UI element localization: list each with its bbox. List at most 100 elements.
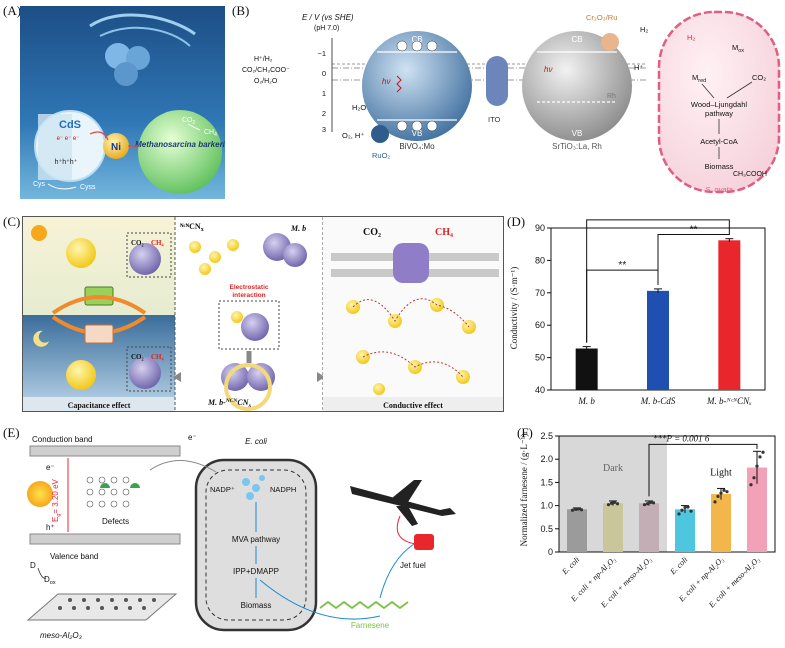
point-f-5-2 (755, 464, 759, 468)
point-f-5-1 (752, 476, 756, 480)
cys-label: Cys (33, 181, 46, 188)
panel-c-illustration: CO₂ CH₄ CO₂ CH₄ Capacitance effect ᴺᶜᴺCN… (23, 217, 503, 411)
cat-label-d-0: M. b (577, 396, 595, 406)
ncn-cn-label: ᴺᶜᴺCNx (180, 222, 204, 233)
light-label: Light (710, 467, 732, 478)
ruo2-label: RuO₂ (372, 151, 390, 160)
point-f-1-2 (612, 500, 617, 504)
bivo4-label: BiVO₄:Mo (399, 142, 435, 151)
point-f-0-0 (570, 508, 575, 512)
dark-label: Dark (603, 463, 623, 474)
cat-label-f-3: E. coli (668, 555, 690, 577)
point-f-0-1 (573, 507, 578, 511)
electron-label-2: e⁻ (188, 433, 197, 442)
acetyl-coa-label: Acetyl-CoA (700, 137, 738, 146)
point-f-5-3 (758, 455, 762, 459)
panel-d-category-labels: M. b M. b-CdS M. b-ᴺᶜᴺCNₓ (577, 396, 752, 406)
battery-discharged-icon (84, 324, 114, 344)
point-f-2-3 (651, 501, 656, 505)
panel-d-ytick-label: 50 (535, 353, 545, 363)
defects-label: Defects (102, 517, 129, 526)
s-ovata-label: S. ovata (705, 185, 733, 194)
point-f-5-4 (761, 450, 765, 454)
cap-co2-label: CO₂ (131, 239, 144, 247)
bar-f-0 (567, 509, 587, 552)
panel-d-ytick-label: 40 (535, 385, 545, 395)
panel-c-label: (C) (3, 214, 21, 229)
sig-inner-right: ** (690, 224, 698, 235)
p-bracket (648, 443, 758, 497)
airplane-icon (350, 480, 456, 526)
cr2o3-label: Cr₂O₃/Ru (586, 13, 617, 22)
panel-d-chart: Conductivity / (S·m⁻¹) 40 50 60 70 80 90 ** * … (509, 216, 766, 406)
electrostatic-label-1: Electrostatic (229, 284, 268, 291)
acetate-label: CH₃COOH (733, 171, 767, 178)
panel-d-bars (575, 238, 741, 390)
nadph-label: NADPH (270, 485, 296, 494)
panel-d-ytick-label: 70 (535, 288, 545, 298)
srtio3-cb: CB (571, 35, 582, 44)
hole-row: h⁺h⁺h⁺ (55, 159, 78, 166)
sig-outer: *** (652, 216, 664, 221)
capacitance-title: Capacitance effect (68, 401, 131, 410)
ipp-label: IPP+DMAPP (233, 567, 279, 576)
panel-a-illustration: Methanosarcina barkeri CdS e⁻ e⁻ e⁻ h⁺h⁺… (20, 6, 225, 199)
fuel-can-icon (414, 534, 434, 550)
jet-fuel-label: Jet fuel (400, 561, 426, 570)
potential-axis-title: E / V (vs SHE) (302, 13, 354, 22)
h2-label: H₂ (640, 25, 648, 34)
pathway-label-1: Wood–Ljungdahl (691, 100, 747, 109)
pathway-label-2: pathway (705, 109, 733, 118)
panel-d-significance: *** ** ** (586, 216, 730, 343)
farnesene-label: Farnesene (351, 621, 390, 630)
enzyme-cluster (89, 13, 196, 86)
cat-label-d-2: M. b-ᴺᶜᴺCNₓ (706, 396, 752, 406)
point-f-3-1 (680, 508, 684, 512)
h2-intracellular: H₂ (687, 33, 695, 42)
srtio3-vb: VB (572, 129, 583, 138)
hplus-label: H⁺ (634, 63, 643, 72)
svg-text:−1: −1 (317, 49, 326, 58)
moon-icon (33, 330, 49, 347)
ch4-label: CH4 (204, 129, 217, 138)
cond-ch4-label: CH₄ (435, 227, 453, 238)
conductive-network (346, 298, 476, 395)
redox-couples: H⁺/H₂ CO₂/CH₃COO⁻ O₂/H₂O (242, 56, 290, 85)
point-f-2-2 (648, 500, 653, 504)
panel-f-category-labels: E. coli E. coli + np-Al₂O₃ E. coli + mes… (560, 555, 762, 610)
point-f-1-0 (606, 503, 611, 507)
donor-label: D (30, 561, 36, 570)
panel-f-frame (558, 435, 776, 553)
h2o-label: H₂O (352, 103, 366, 112)
cat-label-f-0: E. coli (560, 555, 582, 577)
organism-label: Methanosarcina barkeri (135, 140, 225, 149)
bar-d-2 (718, 240, 741, 390)
co2-label: CO2 (182, 117, 196, 126)
srtio3-label: SrTiO₃:La, Rh (552, 142, 602, 151)
ito-mediator (486, 56, 508, 106)
panel-f-ylabel: Normalized farnesene / (g·L⁻¹) (519, 434, 529, 547)
point-f-5-0 (749, 483, 753, 487)
svg-text:2: 2 (322, 109, 326, 118)
cds-label: CdS (59, 119, 81, 131)
defect-lattice (86, 476, 130, 508)
hole-label: h⁺ (46, 523, 55, 532)
o2-label: O₂, H⁺ (342, 131, 364, 140)
meso-al2o3-label: meso-Al₂O₃ (40, 631, 82, 640)
panel-f-ytick-label: 1.0 (540, 501, 553, 511)
electron-row: e⁻ e⁻ e⁻ (57, 136, 80, 142)
panel-d-ylabel: Conductivity / (S·m⁻¹) (509, 267, 519, 349)
biomass-label: Biomass (705, 162, 734, 171)
bar-d-1 (647, 290, 669, 390)
conductive-title: Conductive effect (383, 401, 443, 410)
potential-axis-subtitle: (pH 7.0) (314, 25, 339, 32)
bar-d-0 (575, 348, 598, 390)
panel-d-ytick-label: 80 (535, 255, 545, 265)
bar-f-2 (639, 503, 659, 552)
cap-ch4-label-night: CH₄ (151, 353, 165, 361)
point-f-1-1 (609, 501, 614, 505)
panel-a-label: (A) (3, 3, 22, 18)
electrostatic-label-2: interaction (232, 292, 265, 299)
ni-cocatalyst (103, 133, 129, 159)
point-f-1-3 (615, 502, 620, 506)
